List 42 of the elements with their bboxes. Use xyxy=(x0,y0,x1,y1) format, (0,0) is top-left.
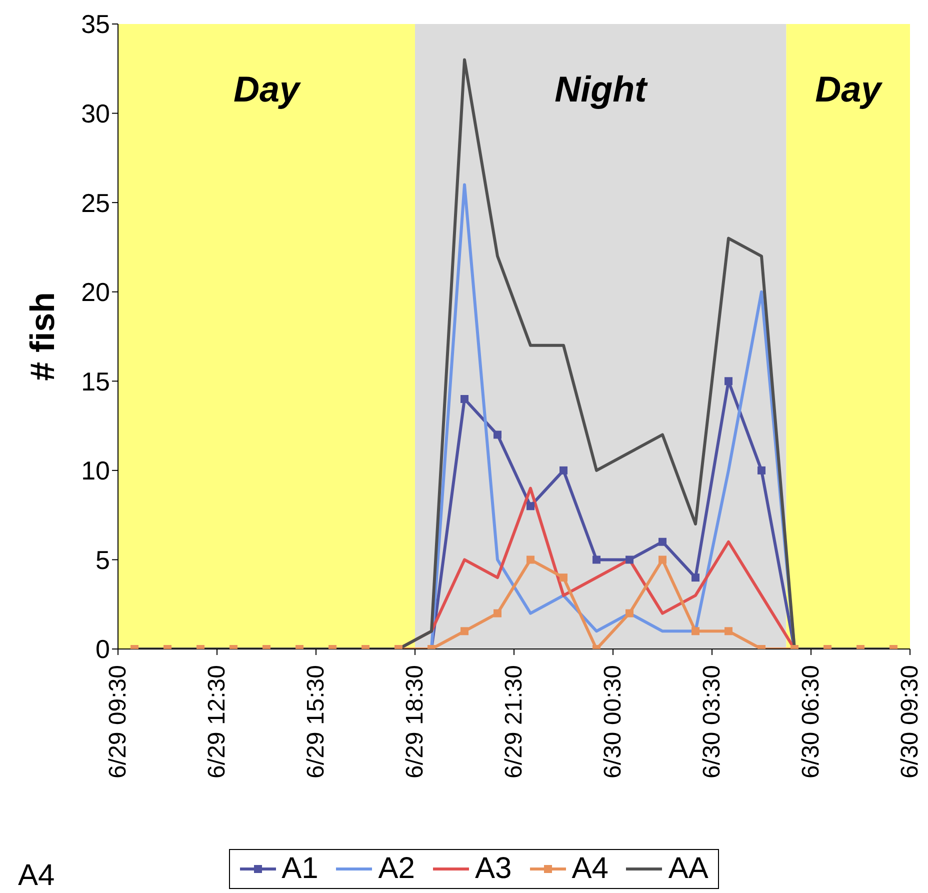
point xyxy=(758,466,766,474)
x-tick-label: 6/30 00:30 xyxy=(600,665,626,778)
legend-label: A2 xyxy=(378,852,415,886)
y-tick-label: 0 xyxy=(96,634,110,664)
legend-label: AA xyxy=(668,852,708,886)
y-tick-label: 5 xyxy=(96,544,110,575)
x-tick-label: 6/29 21:30 xyxy=(500,665,528,778)
y-tick-label: 15 xyxy=(81,366,110,396)
point xyxy=(494,609,502,618)
text: A4 xyxy=(18,859,55,893)
y-tick-label: 25 xyxy=(81,188,110,218)
point xyxy=(494,430,502,439)
point xyxy=(526,502,534,510)
point xyxy=(724,377,732,386)
legend-label: A4 xyxy=(572,852,608,886)
point xyxy=(526,556,534,564)
point xyxy=(626,609,634,618)
x-tick-label: 6/30 03:30 xyxy=(698,665,726,778)
point xyxy=(658,556,666,564)
x-tick-label: 6/29 12:30 xyxy=(204,665,230,778)
point xyxy=(560,574,568,582)
y-tick-label: 20 xyxy=(81,277,110,308)
band-label: Night xyxy=(554,68,649,110)
point xyxy=(460,395,468,403)
point xyxy=(560,466,568,474)
x-tick-label: 6/29 09:30 xyxy=(104,665,132,778)
band-label: Day xyxy=(815,68,884,110)
legend-label: A1 xyxy=(282,852,318,886)
point xyxy=(626,556,634,564)
x-tick-label: 6/30 09:30 xyxy=(896,665,924,778)
y-axis-title: # fish xyxy=(24,292,62,381)
x-tick-label: 6/29 18:30 xyxy=(402,665,428,778)
point xyxy=(658,538,666,546)
band-label: Day xyxy=(233,68,302,110)
x-tick-label: 6/30 06:30 xyxy=(798,665,824,778)
legend-label: A3 xyxy=(474,852,512,886)
y-tick-label: 10 xyxy=(81,456,110,486)
point xyxy=(592,556,600,564)
y-tick-label: 30 xyxy=(81,98,110,129)
y-tick-label: 35 xyxy=(81,9,110,40)
point xyxy=(692,574,700,582)
x-tick-label: 6/29 15:30 xyxy=(302,665,330,778)
